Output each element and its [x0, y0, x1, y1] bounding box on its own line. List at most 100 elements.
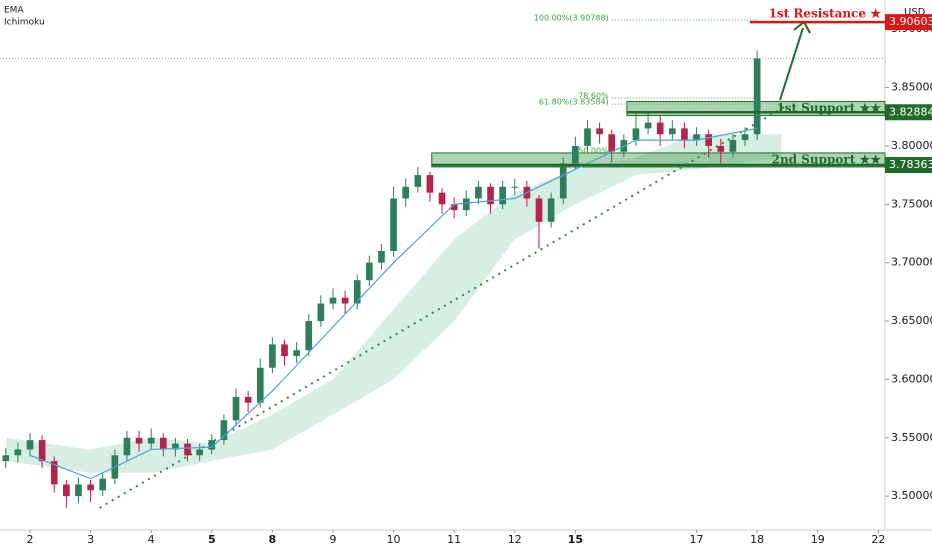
x-tick-label: 19 [811, 533, 825, 546]
candle-body [535, 198, 543, 222]
fib-label: 100.00%(3.90788) [534, 13, 609, 22]
candle-body [50, 461, 58, 485]
fib-label: 50.00% [578, 146, 609, 155]
candle-body [378, 250, 385, 263]
candle-body [584, 128, 591, 146]
candle-body [511, 186, 519, 188]
level-label: 2nd Support ★★ [772, 152, 882, 166]
candle-body [353, 280, 361, 304]
price-tag-label: 3.82884 [889, 105, 932, 118]
candle-body [705, 134, 712, 146]
candle-body [87, 484, 94, 491]
level-label: 1st Resistance ★ [769, 7, 882, 21]
price-tag [885, 104, 932, 121]
y-tick-label: 3.55000 [891, 431, 932, 444]
candle-body [269, 344, 276, 368]
candle-body [135, 437, 143, 444]
candle-body [232, 396, 240, 421]
x-tick-label: 17 [690, 533, 704, 546]
y-tick-label: 3.65000 [891, 314, 932, 327]
candle-body [644, 122, 652, 129]
price-tag-label: 3.90603 [889, 15, 932, 28]
candle-body [681, 128, 688, 141]
candle-body [2, 455, 10, 462]
y-tick-label: 3.60000 [891, 372, 932, 385]
x-tick-label: 11 [447, 533, 461, 546]
plot: 100.00%(3.90788) 78.60%61.80%(3.83584) 50.… [0, 13, 886, 509]
candle-body [426, 175, 434, 193]
y-tick-label: 3.70000 [891, 256, 932, 269]
candle-body [365, 262, 373, 281]
price-tag [885, 157, 932, 174]
candle-body [26, 440, 34, 450]
candle-body [281, 344, 288, 357]
candle-body [632, 128, 640, 141]
candle-body [668, 128, 676, 135]
candle-body [305, 321, 313, 351]
candle-body [390, 198, 397, 251]
candle-body [99, 478, 107, 491]
x-tick-label: 18 [750, 533, 764, 546]
candle-body [753, 58, 761, 135]
candle-body [317, 303, 325, 322]
level-label: 1st Support ★★ [776, 101, 881, 115]
candle-body [75, 484, 82, 497]
candle-body [14, 449, 22, 456]
arrow [779, 27, 804, 101]
y-tick-label: 3.50000 [891, 489, 932, 502]
candle-body [717, 145, 725, 152]
candle-body [172, 443, 179, 450]
candle-body [693, 134, 700, 141]
price-tag [885, 14, 932, 31]
x-tick-label: 15 [568, 533, 583, 546]
x-tick-label: 4 [148, 533, 155, 546]
x-tick-label: 8 [269, 533, 277, 546]
candle-body [414, 175, 422, 187]
candle-body [487, 186, 494, 205]
x-tick-label: 2 [26, 533, 33, 546]
candle-body [147, 437, 155, 444]
candle-body [741, 134, 749, 141]
candle-body [159, 437, 167, 450]
candle-body [547, 198, 555, 222]
candle-body [462, 198, 470, 211]
ema-line [29, 127, 758, 480]
x-tick-label: 3 [87, 533, 94, 546]
candle-body [123, 437, 131, 456]
x-tick-label: 5 [208, 533, 216, 546]
candle-body [184, 443, 191, 456]
candle-body [450, 204, 458, 211]
candle-body [256, 367, 264, 403]
candle-body [572, 145, 579, 164]
candle-body [293, 350, 300, 357]
candle-body [402, 186, 410, 199]
candle-body [438, 192, 446, 205]
fib-label: 61.80%(3.83584) [539, 98, 609, 107]
candle-body [608, 134, 616, 152]
candle-body [329, 297, 337, 304]
candle-body [559, 163, 567, 199]
candle-body [208, 440, 216, 450]
ichimoku-cloud [5, 134, 782, 473]
candle-body [196, 449, 203, 456]
y-tick-label: 3.80000 [891, 139, 932, 152]
fib-label: 78.60% [578, 92, 609, 101]
x-tick-label: 9 [329, 533, 336, 546]
candle-body [341, 297, 349, 304]
candle-body [63, 484, 70, 497]
indicator-label: Ichimoku [4, 18, 45, 28]
currency-label: USD [904, 7, 926, 18]
candle-body [729, 140, 737, 152]
candle-body [499, 186, 506, 205]
candle-body [475, 186, 482, 199]
candle-body [38, 440, 46, 462]
x-tick-label: 10 [387, 533, 401, 546]
price-tag-label: 3.78363 [889, 158, 932, 171]
candle-body [596, 128, 603, 135]
indicator-label: EMA [4, 6, 24, 16]
candle-body [220, 420, 228, 441]
x-tick-label: 12 [508, 533, 522, 546]
y-tick-label: 3.75000 [891, 197, 932, 210]
